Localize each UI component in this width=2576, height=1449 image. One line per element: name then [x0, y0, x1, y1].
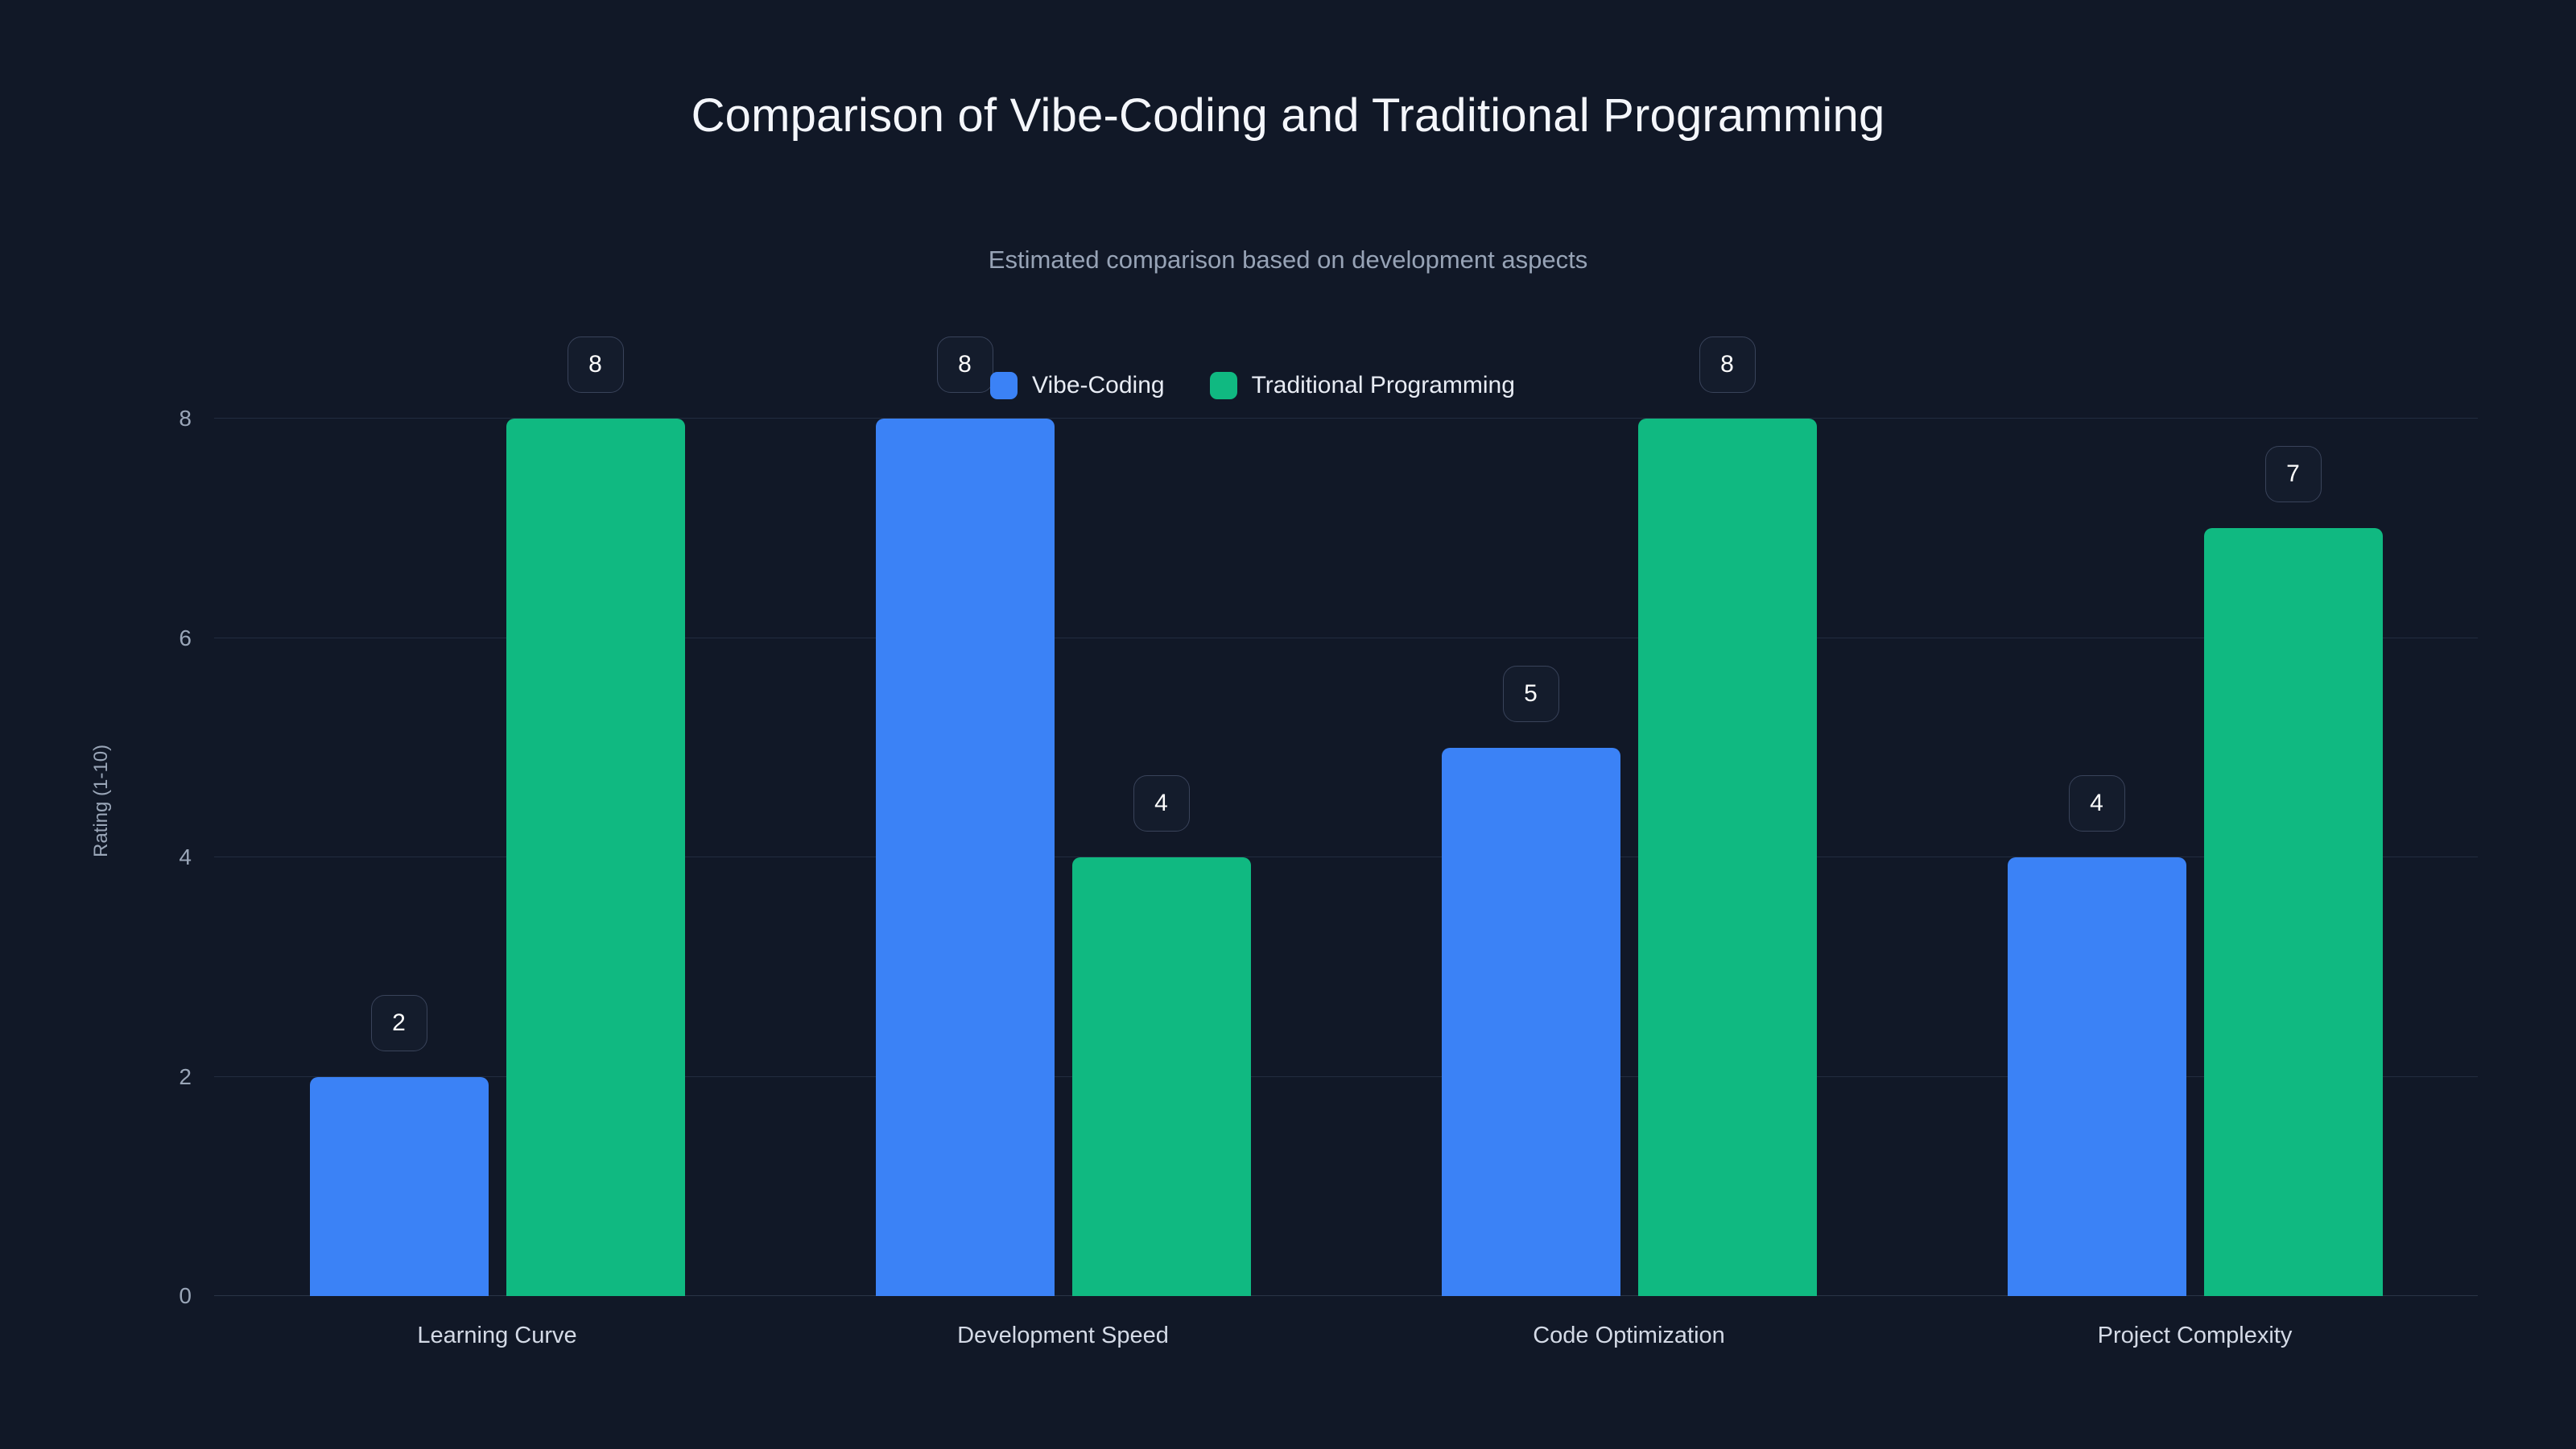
gridline-0: [214, 1295, 2478, 1296]
bar-value-badge: 4: [2068, 775, 2125, 832]
x-axis-category-label: Code Optimization: [1533, 1323, 1725, 1348]
chart-subtitle: Estimated comparison based on developmen…: [988, 246, 1588, 274]
x-axis-category-label: Project Complexity: [2097, 1323, 2293, 1348]
bar[interactable]: [1441, 747, 1620, 1296]
page-title: Comparison of Vibe-Coding and Traditiona…: [691, 89, 1885, 142]
y-axis-tick-label: 4: [179, 844, 192, 869]
plot-area: [214, 418, 2478, 1296]
x-axis-category-label: Learning Curve: [417, 1323, 577, 1348]
bar-value-badge: 2: [370, 994, 427, 1051]
y-axis-tick-label: 0: [179, 1283, 192, 1308]
gridline-8: [214, 418, 2478, 419]
bar[interactable]: [2203, 528, 2383, 1296]
bar[interactable]: [2007, 857, 2186, 1296]
bar[interactable]: [1637, 419, 1817, 1296]
bar[interactable]: [309, 1076, 489, 1296]
legend-label-vibe-coding: Vibe-Coding: [1032, 372, 1165, 398]
legend-label-traditional-programming: Traditional Programming: [1251, 372, 1515, 398]
legend-item-vibe-coding[interactable]: Vibe-Coding: [990, 372, 1165, 399]
x-axis-category-label: Development Speed: [957, 1323, 1169, 1348]
chart-legend: Vibe-Coding Traditional Programming: [990, 372, 1515, 399]
bar-value-badge: 8: [1699, 336, 1756, 393]
bar-value-badge: 7: [2264, 446, 2322, 503]
bar[interactable]: [1071, 857, 1251, 1296]
bar-value-badge: 5: [1502, 665, 1559, 722]
y-axis-tick-label: 6: [179, 625, 192, 650]
gridline-2: [214, 1075, 2478, 1077]
bar-value-badge: 8: [936, 336, 993, 393]
legend-swatch-icon-vibe-coding: [990, 372, 1018, 399]
legend-swatch-icon-traditional-programming: [1209, 372, 1237, 399]
y-axis-title: Rating (1-10): [90, 744, 112, 857]
bar[interactable]: [875, 419, 1055, 1296]
y-axis-tick-label: 2: [179, 1063, 192, 1089]
y-axis-tick-label: 8: [179, 406, 192, 431]
bar-value-badge: 4: [1133, 775, 1190, 832]
bar-value-badge: 8: [567, 336, 624, 393]
legend-item-traditional-programming[interactable]: Traditional Programming: [1209, 372, 1515, 399]
bar[interactable]: [506, 419, 685, 1296]
